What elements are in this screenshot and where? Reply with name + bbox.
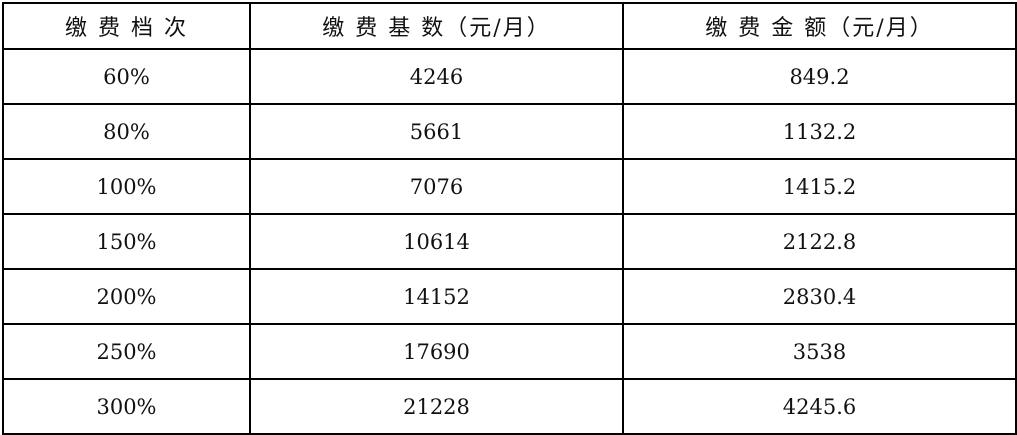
level-cell: 150%	[2, 213, 251, 270]
header-row: 缴 费 档 次 缴 费 基 数（元/月） 缴 费 金 额（元/月）	[2, 2, 1017, 50]
level-cell: 200%	[2, 268, 251, 325]
level-cell: 80%	[2, 103, 251, 160]
base-cell: 21228	[249, 378, 624, 435]
header-amount: 缴 费 金 额（元/月）	[622, 2, 1017, 50]
table-row: 250% 17690 3538	[2, 323, 1017, 380]
amount-cell: 2830.4	[622, 268, 1017, 325]
table-row: 60% 4246 849.2	[2, 48, 1017, 105]
base-cell: 10614	[249, 213, 624, 270]
amount-cell: 1132.2	[622, 103, 1017, 160]
base-cell: 17690	[249, 323, 624, 380]
base-cell: 5661	[249, 103, 624, 160]
header-level: 缴 费 档 次	[2, 2, 251, 50]
table-row: 150% 10614 2122.8	[2, 213, 1017, 270]
amount-cell: 849.2	[622, 48, 1017, 105]
level-cell: 300%	[2, 378, 251, 435]
base-cell: 14152	[249, 268, 624, 325]
amount-cell: 1415.2	[622, 158, 1017, 215]
header-base: 缴 费 基 数（元/月）	[249, 2, 624, 50]
level-cell: 250%	[2, 323, 251, 380]
amount-cell: 2122.8	[622, 213, 1017, 270]
base-cell: 4246	[249, 48, 624, 105]
amount-cell: 3538	[622, 323, 1017, 380]
table-row: 100% 7076 1415.2	[2, 158, 1017, 215]
base-cell: 7076	[249, 158, 624, 215]
amount-cell: 4245.6	[622, 378, 1017, 435]
level-cell: 100%	[2, 158, 251, 215]
table-row: 200% 14152 2830.4	[2, 268, 1017, 325]
table-row: 300% 21228 4245.6	[2, 378, 1017, 435]
table-row: 80% 5661 1132.2	[2, 103, 1017, 160]
level-cell: 60%	[2, 48, 251, 105]
